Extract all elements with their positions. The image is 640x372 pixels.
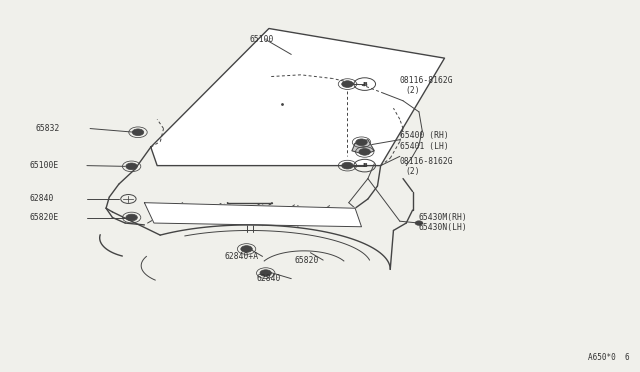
Circle shape <box>415 221 423 225</box>
Polygon shape <box>352 140 374 154</box>
Circle shape <box>356 139 367 145</box>
Circle shape <box>126 214 138 221</box>
Text: 65832: 65832 <box>36 124 60 133</box>
Text: 62840+A: 62840+A <box>224 252 259 261</box>
Text: 65100: 65100 <box>250 35 274 44</box>
Circle shape <box>241 246 252 252</box>
Text: (2): (2) <box>406 86 420 95</box>
Text: B: B <box>362 81 367 87</box>
Text: 65430N(LH): 65430N(LH) <box>419 223 468 232</box>
Text: 62840: 62840 <box>256 274 280 283</box>
Text: 62840: 62840 <box>29 195 54 203</box>
Polygon shape <box>151 29 445 166</box>
Text: 65400 (RH): 65400 (RH) <box>400 131 449 141</box>
Text: A650*0  6: A650*0 6 <box>588 353 630 362</box>
Text: (2): (2) <box>406 167 420 176</box>
Circle shape <box>359 148 371 155</box>
Circle shape <box>342 162 353 169</box>
Circle shape <box>342 81 353 87</box>
Text: 08116-8162G: 08116-8162G <box>400 76 454 85</box>
Text: 65820: 65820 <box>294 256 319 264</box>
Text: 65401 (LH): 65401 (LH) <box>400 142 449 151</box>
Text: 65820E: 65820E <box>29 213 59 222</box>
Text: 65100E: 65100E <box>29 161 59 170</box>
Circle shape <box>260 270 271 276</box>
Circle shape <box>126 163 138 170</box>
Polygon shape <box>145 203 362 227</box>
Text: B: B <box>362 163 367 168</box>
Text: 65430M(RH): 65430M(RH) <box>419 213 468 222</box>
Text: 08116-8162G: 08116-8162G <box>400 157 454 166</box>
Circle shape <box>132 129 144 136</box>
